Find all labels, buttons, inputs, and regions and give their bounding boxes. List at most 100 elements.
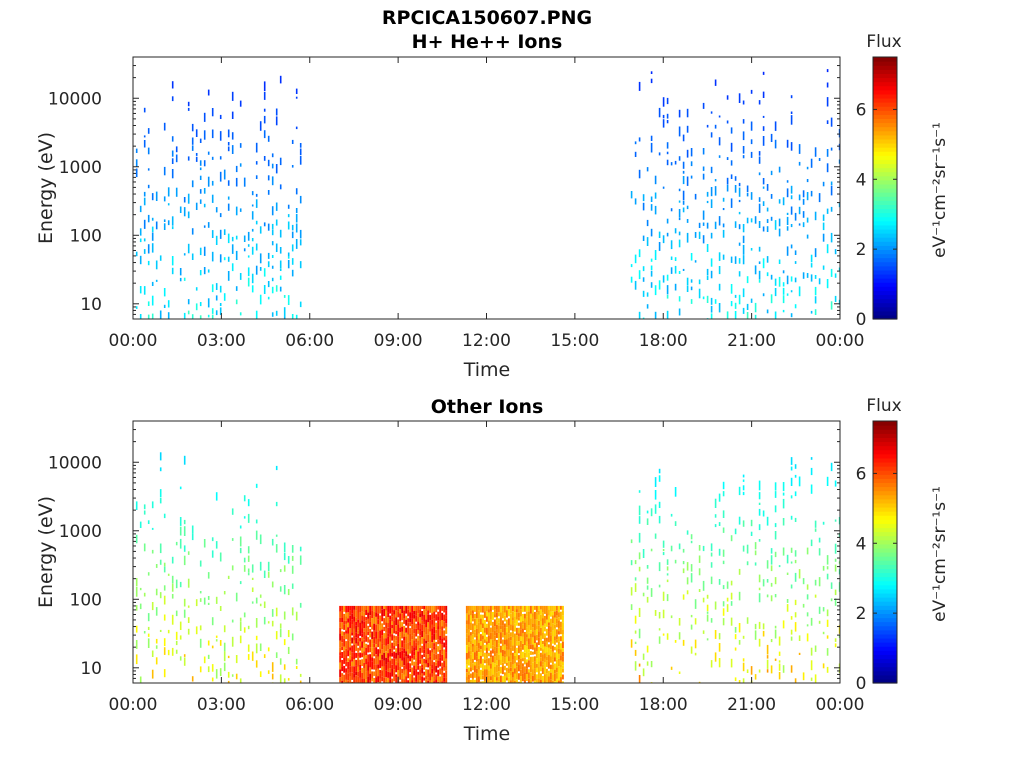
- flux-cell: [417, 616, 420, 622]
- flux-cell: [471, 634, 474, 640]
- flux-cell: [407, 642, 410, 649]
- flux-cell: [371, 631, 374, 639]
- flux-cell: [475, 640, 478, 647]
- flux-cell: [517, 655, 520, 660]
- flux-cell: [399, 613, 402, 622]
- flux-cell: [167, 187, 170, 197]
- flux-cell: [509, 680, 512, 683]
- flux-cell: [357, 660, 360, 667]
- flux-cell: [766, 256, 769, 263]
- colorbar-tick-label: 0: [856, 674, 867, 694]
- flux-cell: [790, 584, 793, 589]
- flux-cell: [686, 232, 689, 243]
- flux-cell: [690, 286, 693, 291]
- colorbar-swatch: [873, 597, 897, 602]
- flux-cell: [702, 296, 705, 300]
- flux-cell: [355, 625, 358, 633]
- flux-cell: [401, 622, 404, 627]
- flux-cell: [263, 156, 266, 161]
- flux-cell: [417, 605, 420, 614]
- flux-cell: [199, 175, 202, 180]
- flux-cell: [515, 627, 518, 636]
- flux-cell: [247, 267, 250, 277]
- flux-cell: [790, 547, 793, 553]
- flux-cell: [387, 653, 390, 659]
- flux-cell: [698, 288, 701, 299]
- flux-cell: [357, 605, 360, 613]
- flux-cell: [519, 651, 522, 659]
- flux-cell: [421, 654, 424, 659]
- flux-cell: [718, 266, 721, 275]
- flux-cell: [766, 226, 769, 232]
- flux-cell: [211, 230, 214, 238]
- flux-cell: [666, 559, 669, 565]
- flux-cell: [389, 615, 392, 620]
- flux-cell: [826, 244, 829, 254]
- flux-cell: [395, 640, 398, 647]
- colorbar-swatch: [873, 212, 897, 218]
- flux-cell: [433, 643, 436, 647]
- flux-cell: [387, 612, 390, 618]
- flux-cell: [389, 636, 392, 644]
- flux-cell: [690, 299, 693, 304]
- flux-cell: [191, 145, 194, 151]
- flux-cell: [345, 630, 348, 634]
- flux-cell: [822, 233, 825, 242]
- flux-cell: [818, 620, 821, 624]
- flux-cell: [425, 654, 428, 660]
- flux-cell: [539, 640, 542, 648]
- flux-cell: [435, 614, 438, 621]
- flux-cell: [375, 612, 378, 617]
- flux-cell: [541, 668, 544, 674]
- flux-cell: [361, 641, 364, 648]
- flux-cell: [726, 177, 729, 185]
- flux-cell: [674, 283, 677, 291]
- flux-cell: [401, 613, 404, 621]
- flux-cell: [678, 239, 681, 248]
- flux-cell: [634, 661, 637, 671]
- flux-cell: [698, 545, 701, 551]
- flux-cell: [477, 643, 480, 649]
- flux-cell: [263, 108, 266, 112]
- flux-cell: [353, 605, 356, 610]
- flux-cell: [553, 673, 556, 682]
- flux-cell: [355, 659, 358, 666]
- flux-cell: [267, 223, 270, 231]
- flux-cell: [774, 220, 777, 230]
- flux-cell: [541, 640, 544, 645]
- flux-cell: [519, 658, 522, 665]
- flux-cell: [535, 612, 538, 620]
- flux-cell: [147, 520, 150, 524]
- flux-cell: [758, 587, 761, 591]
- flux-cell: [255, 220, 258, 225]
- flux-cell: [497, 681, 500, 683]
- flux-cell: [347, 669, 350, 674]
- flux-cell: [207, 89, 210, 96]
- flux-cell: [742, 491, 745, 496]
- flux-cell: [507, 649, 510, 657]
- flux-cell: [439, 643, 442, 650]
- flux-cell: [702, 580, 705, 591]
- flux-cell: [527, 638, 530, 645]
- flux-cell: [678, 188, 681, 192]
- flux-cell: [638, 137, 641, 142]
- flux-cell: [425, 659, 428, 664]
- flux-cell: [207, 151, 210, 155]
- flux-cell: [770, 665, 773, 674]
- flux-cell: [477, 659, 480, 666]
- flux-cell: [159, 489, 162, 498]
- flux-cell: [435, 659, 438, 663]
- colorbar-swatch: [873, 216, 897, 222]
- flux-cell: [814, 520, 817, 528]
- flux-cell: [341, 676, 344, 681]
- x-tick-label: 06:00: [285, 331, 334, 351]
- flux-cell: [690, 253, 693, 261]
- flux-cell: [551, 645, 554, 652]
- flux-cell: [207, 640, 210, 646]
- flux-cell: [766, 309, 769, 314]
- flux-cell: [391, 628, 394, 635]
- flux-cell: [415, 628, 418, 637]
- flux-cell: [718, 643, 721, 652]
- flux-cell: [395, 674, 398, 678]
